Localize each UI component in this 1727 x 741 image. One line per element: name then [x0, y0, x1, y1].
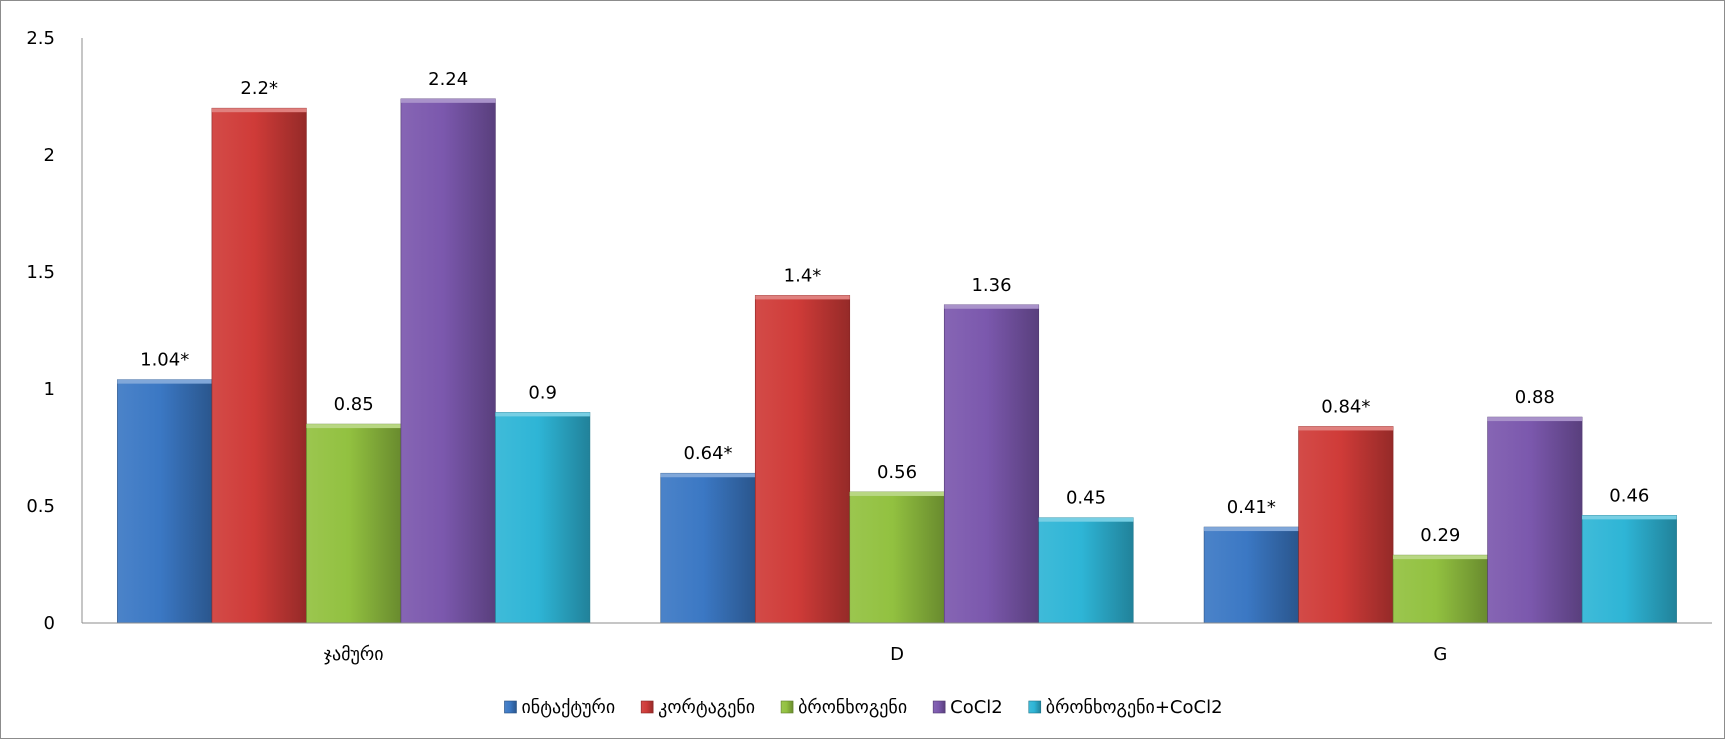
legend-swatch	[932, 700, 946, 714]
data-label: 0.85	[334, 394, 374, 415]
legend-item: CoCl2	[932, 697, 1003, 718]
bar	[1487, 416, 1583, 624]
data-labels: 1.04* 2.2* 0.85 2.24 0.9 0.64* 1.4* 0.56 1.36 0.4…	[140, 69, 1649, 546]
bar	[849, 491, 945, 624]
data-label: 0.56	[877, 462, 917, 483]
y-tick-label: 1	[44, 379, 55, 400]
data-label: 0.9	[528, 382, 557, 403]
legend-swatch	[640, 700, 654, 714]
bar	[660, 472, 756, 624]
data-label: 0.46	[1609, 485, 1649, 506]
legend-item: ბრონხოგენი	[780, 697, 907, 718]
x-category-label: G	[1433, 644, 1447, 665]
data-label: 1.36	[971, 275, 1011, 296]
y-tick-label: 0	[44, 613, 55, 634]
bar	[1392, 554, 1488, 624]
bar	[306, 423, 402, 624]
y-tick-label: 2	[44, 145, 55, 166]
y-tick-labels: 0 0.5 1 1.5 2 2.5	[26, 28, 55, 634]
data-label: 2.24	[428, 69, 468, 90]
bar-top-bevel	[495, 412, 590, 417]
data-label: 0.45	[1066, 488, 1106, 509]
legend-item: ინტაქტური	[504, 697, 615, 718]
bar-top-bevel	[944, 304, 1039, 309]
legend-label: ინტაქტური	[521, 697, 615, 718]
bar-top-bevel	[1038, 517, 1134, 522]
bar	[943, 304, 1040, 624]
legend-item: ბრონხოგენი+CoCl2	[1028, 697, 1223, 718]
legend-label: ბრონხოგენი+CoCl2	[1046, 697, 1223, 718]
data-label: 0.29	[1420, 525, 1460, 546]
bar-top-bevel	[849, 491, 945, 496]
bar	[1298, 426, 1394, 624]
bar-top-bevel	[1298, 426, 1394, 431]
bar-top-bevel	[306, 424, 401, 429]
bar	[117, 379, 213, 624]
data-label: 0.84*	[1321, 396, 1370, 417]
category-labels: ჯამური D G	[324, 644, 1448, 665]
bars-layer	[117, 98, 1677, 624]
legend-label: CoCl2	[950, 697, 1003, 718]
bar	[1203, 526, 1299, 624]
bar-top-bevel	[1582, 515, 1677, 520]
bar-top-bevel	[660, 473, 756, 478]
y-tick-label: 1.5	[26, 262, 55, 283]
bar-top-bevel	[1487, 417, 1583, 422]
bar	[400, 98, 496, 624]
bar-top-bevel	[1393, 555, 1488, 560]
legend-swatch	[1028, 700, 1042, 714]
legend-label: კორტაგენი	[658, 697, 755, 718]
legend-swatch	[504, 700, 517, 714]
legend-item: კორტაგენი	[640, 697, 755, 718]
bar	[211, 107, 307, 624]
bar	[495, 412, 591, 624]
data-label: 1.04*	[140, 350, 189, 371]
x-category-label: ჯამური	[324, 644, 384, 665]
bar-top-bevel	[117, 379, 212, 384]
x-category-label: D	[890, 644, 904, 665]
legend-swatch	[780, 700, 794, 714]
legend-label: ბრონხოგენი	[798, 697, 907, 718]
y-tick-label: 2.5	[26, 28, 55, 49]
bar	[1581, 515, 1677, 624]
y-tick-label: 0.5	[26, 496, 55, 517]
data-label: 0.88	[1515, 387, 1555, 408]
bar-top-bevel	[400, 98, 496, 103]
data-label: 0.41*	[1227, 497, 1276, 518]
bar	[1038, 517, 1134, 624]
bar	[754, 295, 851, 624]
bar-top-bevel	[211, 108, 307, 113]
legend: ინტაქტური კორტაგენი ბრონხოგენი CoCl2 ბრონხოგ…	[504, 697, 1223, 718]
bar-top-bevel	[1204, 527, 1299, 532]
data-label: 2.2*	[240, 78, 278, 99]
data-label: 0.64*	[683, 443, 732, 464]
data-label: 1.4*	[784, 265, 822, 286]
bar-top-bevel	[755, 295, 850, 300]
